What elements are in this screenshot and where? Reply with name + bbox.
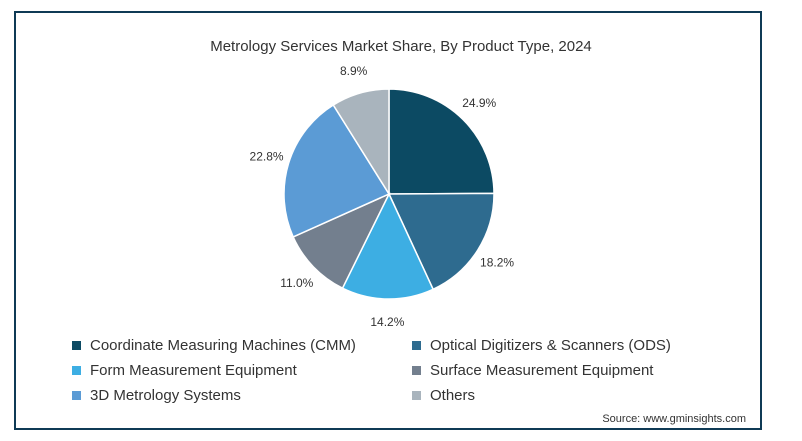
pie-label-cmm: 24.9% — [462, 96, 496, 110]
legend: Coordinate Measuring Machines (CMM) Opti… — [72, 336, 712, 405]
legend-label: Form Measurement Equipment — [90, 362, 297, 379]
pie-labels: 24.9% 18.2% 14.2% 11.0% 22.8% 8.9% — [250, 64, 515, 329]
legend-label: Coordinate Measuring Machines (CMM) — [90, 337, 356, 354]
pie-label-ods: 18.2% — [480, 256, 514, 270]
legend-label: Optical Digitizers & Scanners (ODS) — [430, 337, 671, 354]
legend-swatch — [72, 391, 81, 400]
legend-item-surface: Surface Measurement Equipment — [412, 361, 712, 380]
pie-slice-form — [341, 192, 435, 300]
pie-label-form: 14.2% — [370, 315, 404, 329]
source-note: Source: www.gminsights.com — [602, 413, 746, 425]
pie-label-surface: 11.0% — [280, 276, 313, 290]
pie-slice-others — [332, 88, 390, 197]
legend-swatch — [72, 366, 81, 375]
pie-slices — [283, 88, 495, 300]
legend-swatch — [412, 366, 421, 375]
pie-label-3d: 22.8% — [250, 150, 284, 164]
pie-slice-3d — [283, 103, 391, 238]
legend-label: Surface Measurement Equipment — [430, 362, 654, 379]
chart-title: Metrology Services Market Share, By Prod… — [210, 38, 592, 55]
legend-item-others: Others — [412, 386, 712, 405]
legend-item-cmm: Coordinate Measuring Machines (CMM) — [72, 336, 412, 355]
pie-slice-cmm — [388, 88, 495, 195]
legend-label: 3D Metrology Systems — [90, 387, 241, 404]
legend-item-form: Form Measurement Equipment — [72, 361, 412, 380]
legend-swatch — [72, 341, 81, 350]
pie-slice-ods — [387, 192, 495, 291]
legend-item-3d: 3D Metrology Systems — [72, 386, 412, 405]
legend-item-ods: Optical Digitizers & Scanners (ODS) — [412, 336, 712, 355]
legend-swatch — [412, 391, 421, 400]
pie-slice-surface — [292, 192, 391, 290]
pie-label-others: 8.9% — [340, 64, 368, 78]
legend-swatch — [412, 341, 421, 350]
legend-label: Others — [430, 387, 476, 404]
